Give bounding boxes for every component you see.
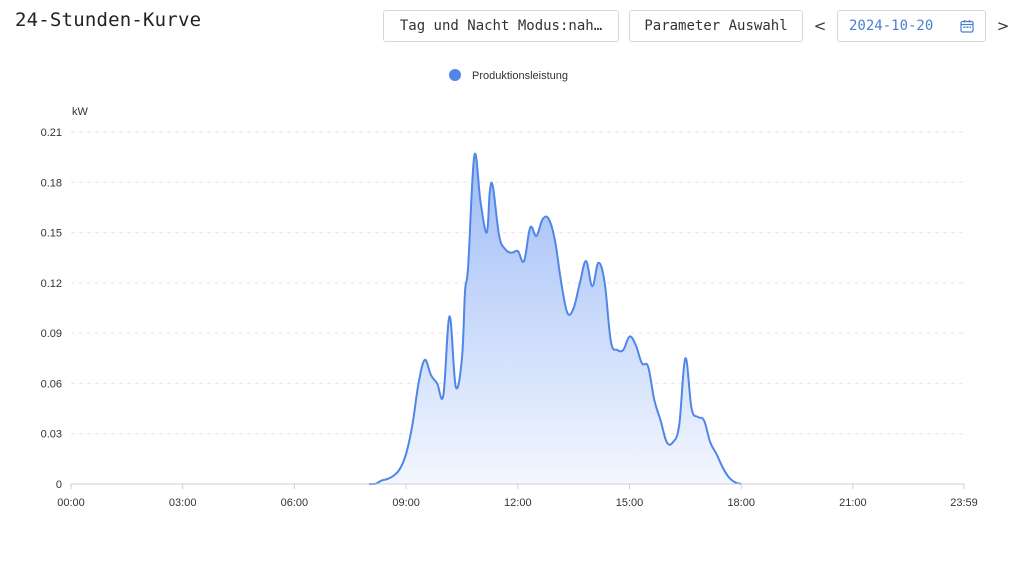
series-line-produktionsleistung: [368, 152, 742, 485]
x-tick-label: 06:00: [281, 497, 309, 509]
y-tick-label: 0: [56, 479, 62, 491]
date-picker[interactable]: 2024-10-20: [837, 10, 986, 42]
series-area-produktionsleistung: [368, 153, 742, 484]
x-tick-label: 12:00: [504, 497, 532, 509]
x-tick-label: 21:00: [839, 497, 867, 509]
y-tick-label: 0.15: [41, 228, 62, 240]
y-tick-label: 0.21: [41, 127, 62, 139]
y-axis-label: kW: [72, 106, 89, 118]
legend-label-produktionsleistung: Produktionsleistung: [472, 70, 568, 82]
date-value: 2024-10-20: [849, 18, 934, 34]
legend-marker-produktionsleistung: [449, 69, 461, 81]
x-tick-label: 23:59: [950, 497, 978, 509]
y-tick-label: 0.06: [41, 378, 62, 390]
y-tick-label: 0.12: [41, 278, 62, 290]
calendar-icon[interactable]: [960, 19, 974, 33]
parameter-selection-button[interactable]: Parameter Auswahl: [629, 10, 803, 42]
y-tick-label: 0.09: [41, 328, 62, 340]
x-tick-label: 15:00: [616, 497, 644, 509]
x-tick-label: 09:00: [392, 497, 420, 509]
page-title: 24-Stunden-Kurve: [15, 9, 202, 31]
previous-day-button[interactable]: <: [813, 17, 827, 35]
day-night-mode-button[interactable]: Tag und Nacht Modus:nah…: [383, 10, 619, 42]
y-tick-label: 0.18: [41, 177, 62, 189]
x-tick-label: 03:00: [169, 497, 197, 509]
next-day-button[interactable]: >: [996, 17, 1010, 35]
y-tick-label: 0.03: [41, 429, 62, 441]
x-tick-label: 18:00: [727, 497, 755, 509]
x-tick-label: 00:00: [57, 497, 85, 509]
